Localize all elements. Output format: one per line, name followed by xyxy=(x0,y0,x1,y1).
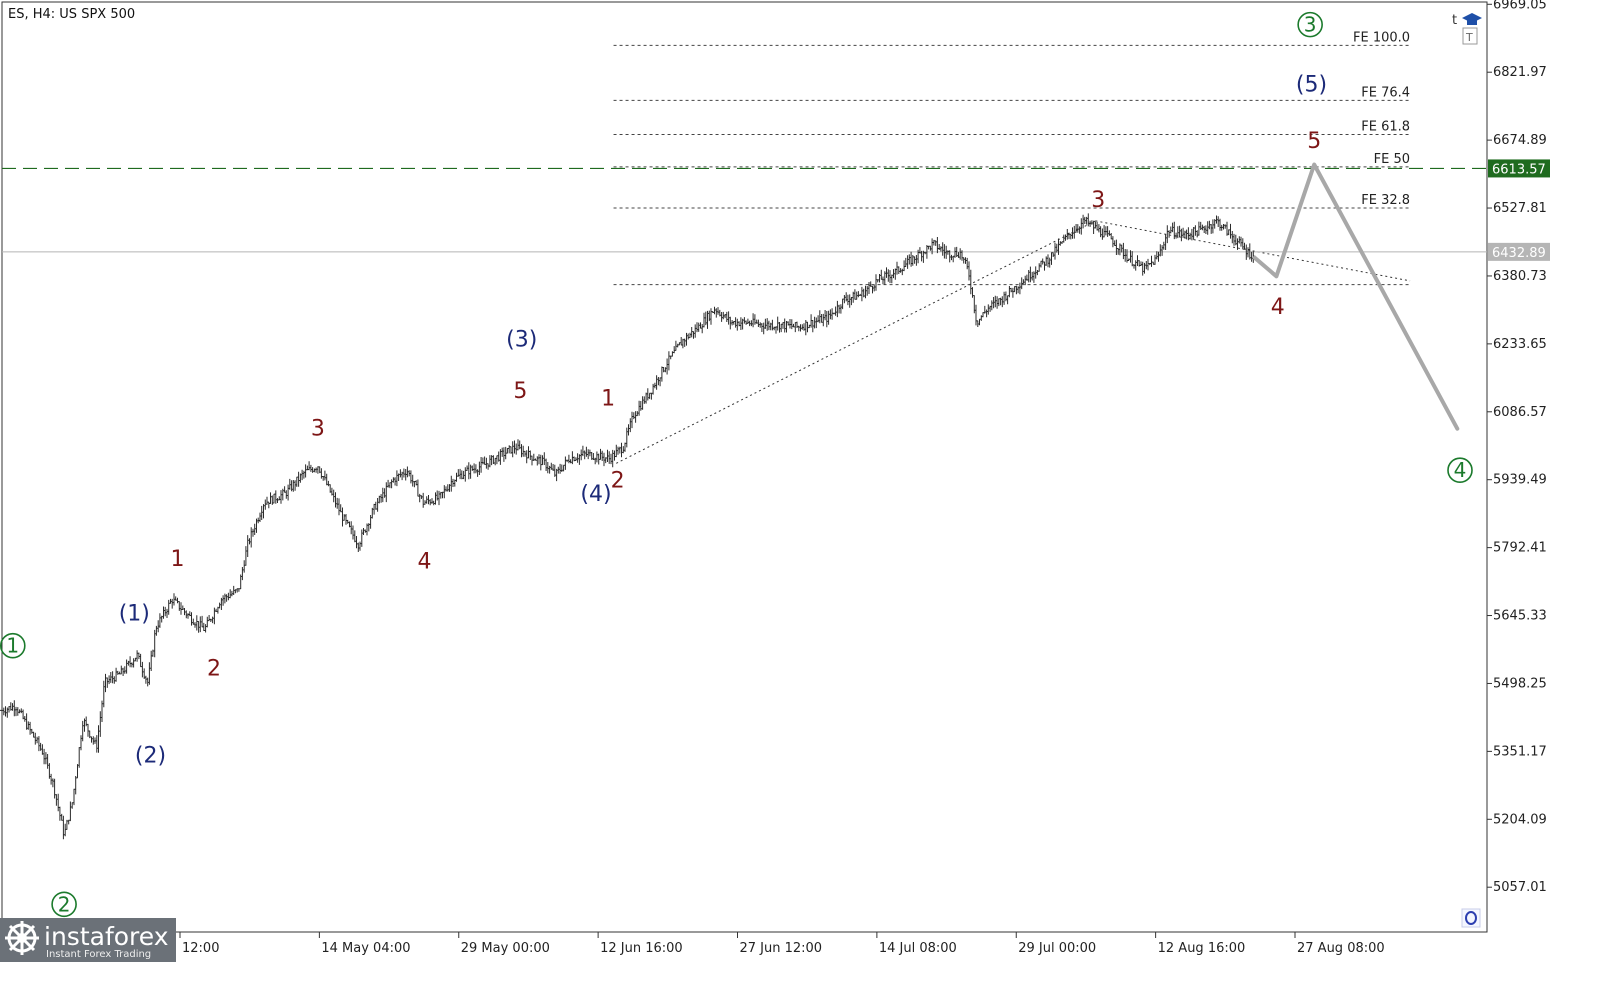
wave-circle xyxy=(0,632,26,659)
x-tick-label: 14 May 04:00 xyxy=(321,941,410,956)
x-axis-ticks: 12:00 14 May 04:00 29 May 00:00 12 Jun 16:0… xyxy=(179,932,1385,956)
wave-label: 4 xyxy=(1454,458,1467,482)
y-tick-label: 5351.17 xyxy=(1493,744,1547,759)
y-tick-label: 5498.25 xyxy=(1493,676,1547,691)
svg-text:T: T xyxy=(1465,31,1473,44)
projection-path xyxy=(1252,162,1460,431)
wave-label: 1 xyxy=(601,387,615,412)
wave-label: 4 xyxy=(1271,295,1285,320)
y-tick-label: 5939.49 xyxy=(1493,473,1547,488)
y-tick-label: 6086.57 xyxy=(1493,405,1547,420)
wave-label: (2) xyxy=(135,744,166,769)
y-tick-label: 5057.01 xyxy=(1493,880,1547,895)
y-tick-label: 6969.05 xyxy=(1493,0,1547,12)
trendlines xyxy=(616,220,1411,464)
x-tick-label: 29 May 00:00 xyxy=(461,941,550,956)
wave-label: (5) xyxy=(1296,73,1327,98)
x-tick-label: 12 Aug 16:00 xyxy=(1158,941,1246,956)
target-price-tag xyxy=(1488,159,1550,178)
y-tick-label: 6380.73 xyxy=(1493,269,1547,284)
wave-label: 2 xyxy=(58,892,71,916)
plot-frame xyxy=(1,1,1488,933)
trendline xyxy=(1095,220,1411,282)
y-tick-label: 6233.65 xyxy=(1493,337,1547,352)
x-tick-label: 12:00 xyxy=(182,941,219,956)
fib-level-label: FE 50 xyxy=(1374,152,1410,167)
x-tick-label: 27 Jun 12:00 xyxy=(740,941,823,956)
wave-label: (1) xyxy=(119,601,150,626)
fib-level-label: FE 32.8 xyxy=(1361,193,1410,208)
trendline xyxy=(616,220,1096,464)
y-tick-label: 5204.09 xyxy=(1493,812,1547,827)
wave-label: 2 xyxy=(611,468,625,493)
logo-tagline: Instant Forex Trading xyxy=(46,949,151,960)
wave-label: 3 xyxy=(1091,188,1105,213)
logo-mark-icon xyxy=(5,921,39,955)
wave-label: (3) xyxy=(506,328,537,353)
wave-label: 1 xyxy=(6,634,19,658)
x-tick-label: 27 Aug 08:00 xyxy=(1297,941,1385,956)
wave-label: 5 xyxy=(513,379,527,404)
instaforex-logo: instaforex Instant Forex Trading xyxy=(0,918,176,962)
current-price-tag xyxy=(1488,242,1550,261)
fib-level-label: FE 100.0 xyxy=(1353,30,1410,45)
ohlc-bars xyxy=(0,213,1256,840)
fibonacci-levels: FE 100.0 FE 76.4 FE 61.8 FE 50 FE 32.8 xyxy=(613,30,1411,286)
y-tick-label: 5645.33 xyxy=(1493,609,1547,624)
x-tick-label: 12 Jun 16:00 xyxy=(600,941,683,956)
fib-level-label: FE 61.8 xyxy=(1361,120,1410,135)
wave-label: 3 xyxy=(1304,13,1317,37)
wave-label: 1 xyxy=(171,547,185,572)
y-tick-label: 5792.41 xyxy=(1493,541,1547,556)
wave-circle xyxy=(1297,11,1323,38)
price-lines: 6432.89 6613.57 xyxy=(2,159,1550,261)
x-tick-label: 14 Jul 08:00 xyxy=(879,941,957,956)
current-price-label: 6432.89 xyxy=(1492,246,1546,261)
wave-label: 4 xyxy=(418,550,432,575)
x-tick-label: 29 Jul 00:00 xyxy=(1018,941,1096,956)
logo-wordmark: instaforex xyxy=(44,922,169,951)
y-tick-label: 6821.97 xyxy=(1493,65,1547,80)
projected-wave-path xyxy=(1252,162,1460,431)
chart-title: ES, H4: US SPX 500 xyxy=(8,7,135,22)
wave-label: (4) xyxy=(580,482,611,507)
wave-label: 2 xyxy=(207,656,221,681)
wave-label: 5 xyxy=(1307,129,1321,154)
y-axis-ticks: 6969.05 6821.97 6674.89 6527.81 6380.73 6233.… xyxy=(1487,0,1547,895)
svg-text:t: t xyxy=(1452,13,1457,28)
cap-icon[interactable]: T xyxy=(1462,13,1482,45)
trade-level-icon[interactable]: t xyxy=(1452,13,1457,28)
wave-circle xyxy=(51,891,77,918)
corner-marker-icon[interactable] xyxy=(1461,908,1481,928)
wave-circle xyxy=(1447,457,1473,484)
y-tick-label: 6674.89 xyxy=(1493,133,1547,148)
wave-label: 3 xyxy=(311,417,325,442)
price-bars xyxy=(0,213,1256,840)
wave-labels: 1 2 3 4 (1) (2) (3) (4) (5) 1 2 3 4 5 1 2 3 4 5 xyxy=(0,11,1473,918)
y-tick-label: 6527.81 xyxy=(1493,201,1547,216)
fib-level-label: FE 76.4 xyxy=(1361,85,1410,100)
target-price-label: 6613.57 xyxy=(1492,162,1546,177)
